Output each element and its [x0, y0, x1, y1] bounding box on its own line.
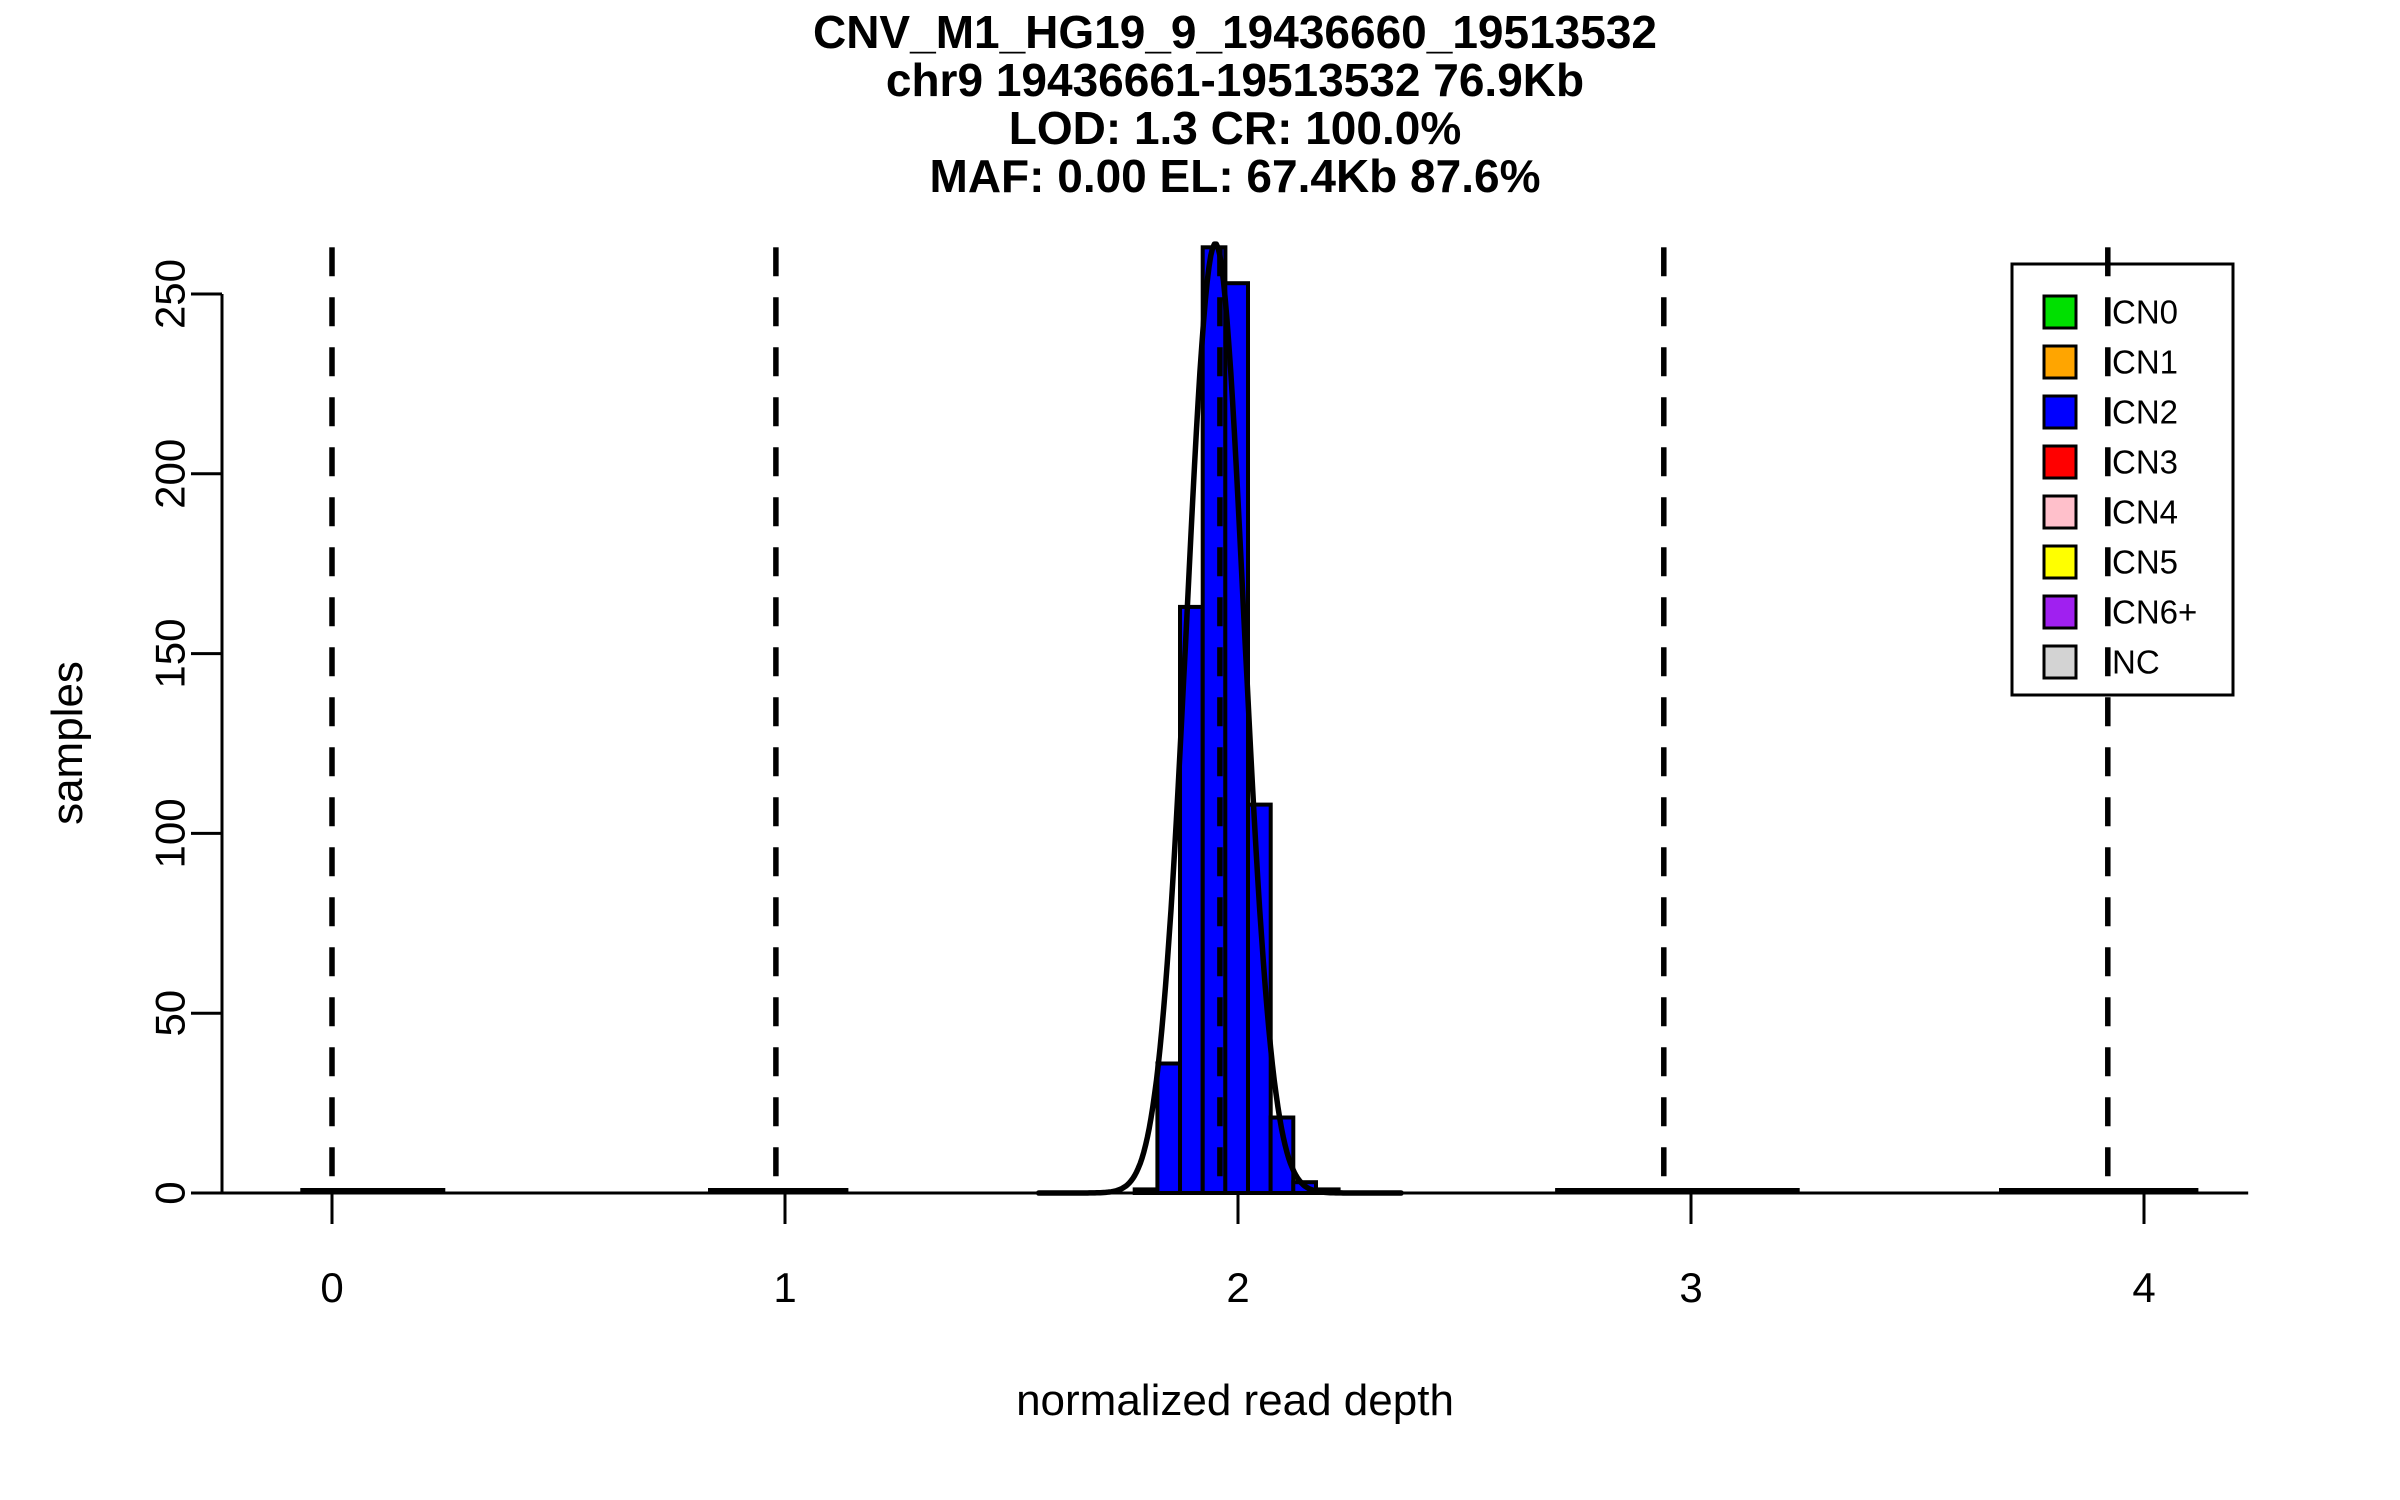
legend-swatch-cn3: [2042, 444, 2078, 480]
title-line-3: LOD: 1.3 CR: 100.0%: [1008, 102, 1462, 154]
x-tick-label: 0: [320, 1264, 343, 1311]
x-tick-label: 1: [773, 1264, 796, 1311]
legend-swatch-cn0: [2042, 294, 2078, 330]
copy-number-guide-lines-layer: [329, 247, 2111, 1193]
legend-swatch-cn5: [2042, 544, 2078, 580]
legend-label-cn3: CN3: [2112, 444, 2178, 481]
y-tick-label: 250: [147, 259, 194, 329]
legend: CN0 CN1 CN2 CN3 CN4 CN5 CN6+ NC: [2010, 262, 2235, 697]
legend-swatch-cn4: [2042, 494, 2078, 530]
legend-label-cn2: CN2: [2112, 394, 2178, 431]
legend-label-cn6plus: CN6+: [2112, 594, 2197, 631]
y-axis-label: samples: [43, 661, 92, 825]
legend-swatch-cn6plus: [2042, 594, 2078, 630]
x-tick-label: 2: [1226, 1264, 1249, 1311]
title-line-4: MAF: 0.00 EL: 67.4Kb 87.6%: [929, 150, 1541, 202]
x-tick-label: 4: [2132, 1264, 2155, 1311]
axes-layer: 0 1 2 3 4 0 50 100 150 200 250: [147, 259, 2249, 1311]
legend-label-nc: NC: [2112, 644, 2160, 681]
y-tick-label: 50: [147, 990, 194, 1037]
x-axis-label: normalized read depth: [1016, 1376, 1454, 1425]
y-tick-label: 200: [147, 439, 194, 509]
legend-swatch-cn2: [2042, 394, 2078, 430]
legend-box: [2010, 262, 2235, 697]
legend-swatch-cn1: [2042, 344, 2078, 380]
y-tick-label: 100: [147, 798, 194, 868]
legend-label-cn1: CN1: [2112, 344, 2178, 381]
y-tick-label: 0: [147, 1181, 194, 1204]
x-tick-label: 3: [1679, 1264, 1702, 1311]
title-line-1: CNV_M1_HG19_9_19436660_19513532: [812, 6, 1657, 58]
legend-label-cn0: CN0: [2112, 294, 2178, 331]
title-line-2: chr9 19436661-19513532 76.9Kb: [885, 54, 1585, 106]
legend-swatch-nc: [2042, 644, 2078, 680]
chart-title-block: CNV_M1_HG19_9_19436660_19513532 chr9 1943…: [35, 8, 2400, 200]
legend-label-cn5: CN5: [2112, 544, 2178, 581]
histogram-bars-layer: [1132, 245, 1341, 1196]
histogram-bar: [1155, 1061, 1183, 1195]
legend-label-cn4: CN4: [2112, 494, 2178, 531]
y-tick-label: 150: [147, 619, 194, 689]
histogram-bar: [1223, 281, 1251, 1195]
